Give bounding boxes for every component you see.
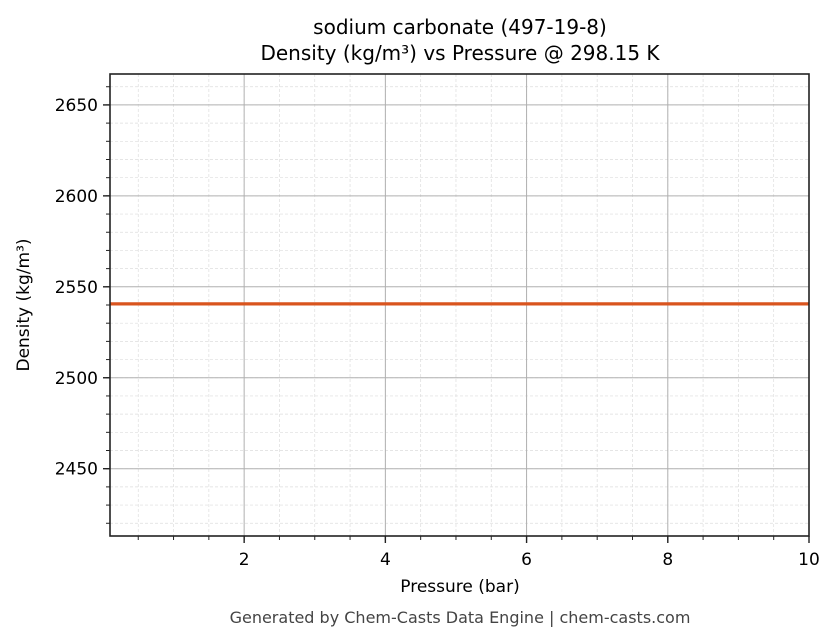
tick-labels: 2 4 6 8 10 2450 2500 2550 2600 2650	[55, 96, 820, 570]
svg-text:6: 6	[521, 550, 532, 570]
svg-text:4: 4	[380, 550, 391, 570]
svg-text:10: 10	[798, 550, 820, 570]
x-axis-label: Pressure (bar)	[400, 577, 520, 597]
svg-text:2600: 2600	[55, 187, 98, 207]
svg-text:2500: 2500	[55, 369, 98, 389]
axis-ticks	[103, 86, 810, 543]
svg-text:2650: 2650	[55, 96, 98, 116]
svg-text:2450: 2450	[55, 460, 98, 480]
chart-subtitle: Density (kg/m³) vs Pressure @ 298.15 K	[260, 41, 660, 65]
chart-title: sodium carbonate (497-19-8)	[313, 15, 607, 39]
y-axis-label: Density (kg/m³)	[14, 238, 34, 372]
svg-text:8: 8	[662, 550, 673, 570]
footer-credit: Generated by Chem-Casts Data Engine | ch…	[229, 608, 691, 627]
svg-text:2: 2	[239, 550, 250, 570]
svg-text:2550: 2550	[55, 278, 98, 298]
